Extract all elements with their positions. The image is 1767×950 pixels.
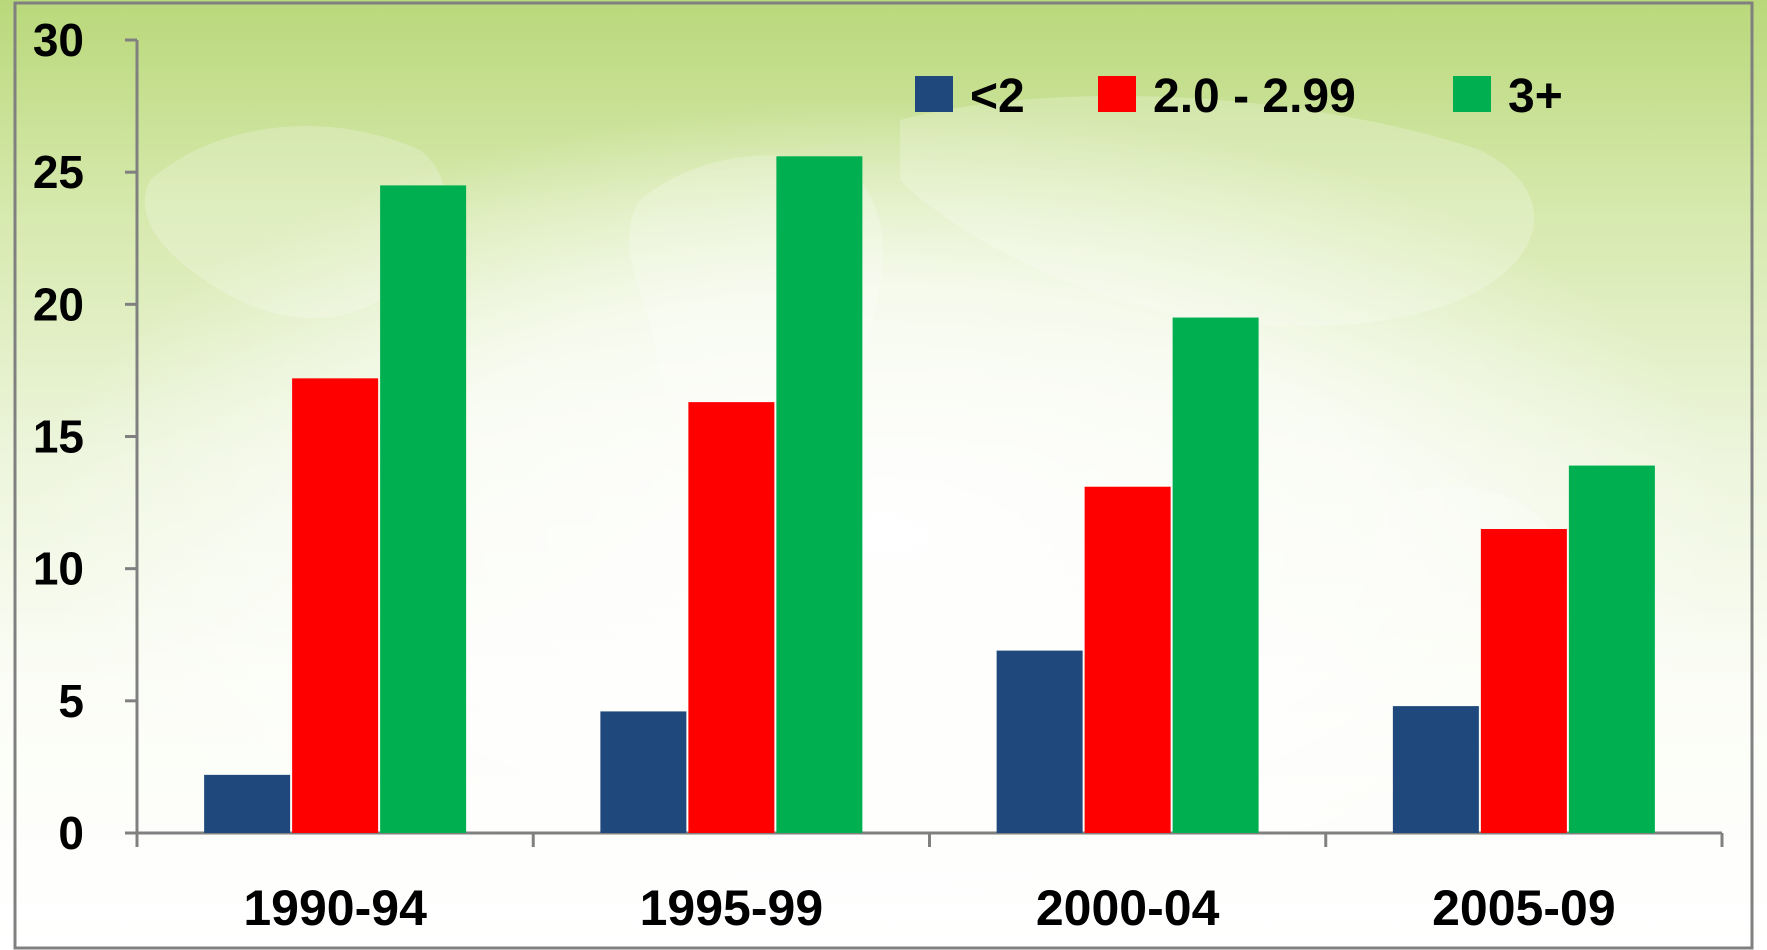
bar: [1568, 465, 1655, 833]
y-tick-label: 20: [33, 278, 84, 330]
bar: [996, 650, 1083, 833]
bar: [1392, 706, 1479, 833]
legend-label: <2: [970, 70, 1025, 123]
legend-label: 2.0 - 2.99: [1153, 70, 1356, 123]
y-tick-label: 0: [58, 807, 84, 859]
legend-label: 3+: [1508, 70, 1563, 123]
x-axis: 1990-94 1995-99 2000-04 2005-09: [135, 831, 1724, 936]
bar: [1084, 486, 1171, 833]
bar: [776, 156, 863, 834]
legend-swatch: [1098, 76, 1136, 112]
x-category-label: 1990-94: [243, 880, 427, 936]
legend-swatch: [915, 76, 953, 112]
bar: [1172, 317, 1259, 833]
bar: [292, 378, 379, 833]
y-tick-label: 25: [33, 146, 84, 198]
y-tick-label: 15: [33, 411, 84, 463]
chart-frame: [13, 1, 1754, 950]
bar: [380, 185, 467, 834]
bar: [204, 774, 291, 833]
y-axis: 0 5 10 15 20 25 30: [33, 14, 139, 859]
y-tick-label: 5: [58, 675, 84, 727]
x-category-label: 2005-09: [1432, 880, 1616, 936]
bar: [600, 711, 687, 833]
y-tick-label: 10: [33, 543, 84, 595]
y-tick-label: 30: [33, 14, 84, 66]
x-category-label: 1995-99: [640, 880, 824, 936]
legend-swatch: [1453, 76, 1491, 112]
bar: [1480, 529, 1567, 833]
bars: [204, 156, 1655, 834]
bar: [688, 402, 775, 833]
x-category-label: 2000-04: [1036, 880, 1220, 936]
legend: <2 2.0 - 2.99 3+: [915, 70, 1563, 123]
